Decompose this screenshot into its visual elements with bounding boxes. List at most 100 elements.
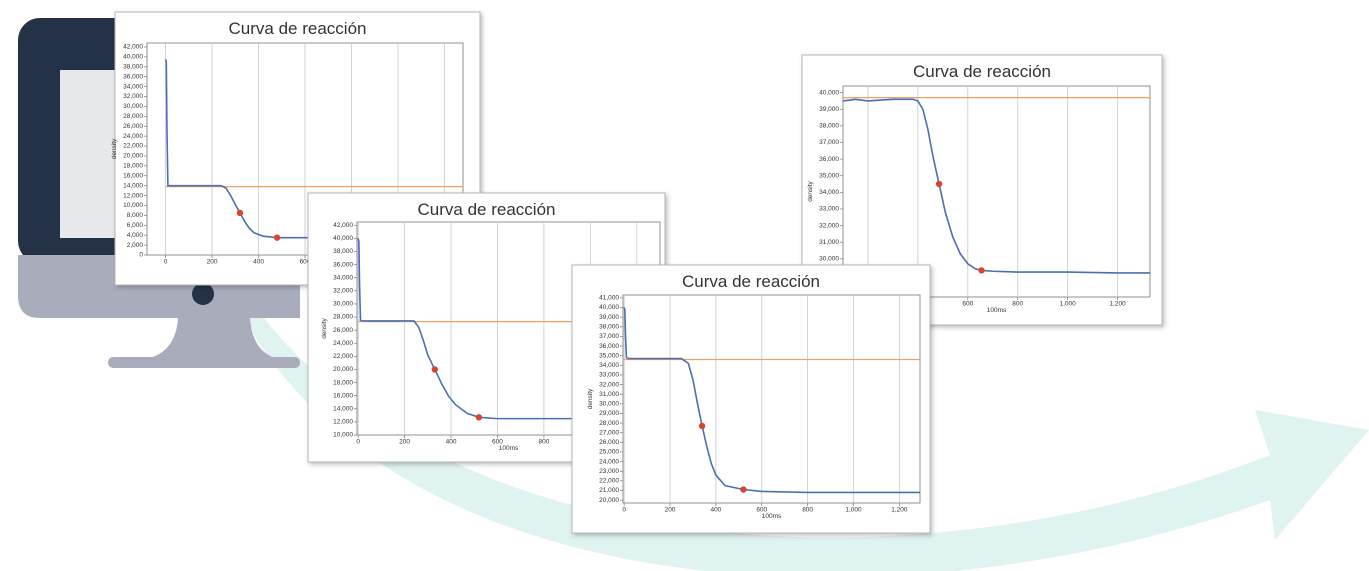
y-tick-label: 27,000 [599,429,619,436]
y-tick-label: 31,000 [599,391,619,398]
y-tick-label: 0 [139,252,143,259]
y-tick-label: 6,000 [127,222,144,229]
monitor-stand [150,318,275,358]
marker-point [978,267,985,274]
y-tick-label: 30,000 [123,103,143,110]
marker-point [698,422,706,430]
reaction-curve [623,307,920,494]
y-tick-label: 34,000 [819,189,839,196]
plot-content [623,307,920,494]
y-tick-label: 34,000 [123,83,143,90]
y-tick-label: 37,000 [819,139,839,146]
y-tick-label: 40,000 [123,54,143,61]
y-tick-label: 24,000 [599,458,619,465]
y-tick-label: 28,000 [333,314,353,321]
y-tick-label: 28,000 [123,113,143,120]
y-tick-label: 30,000 [599,401,619,408]
y-tick-label: 25,000 [599,449,619,456]
reaction-curve [843,98,1150,274]
y-tick-label: 36,000 [333,261,353,268]
y-tick-label: 21,000 [599,487,619,494]
x-tick-label: 800 [1012,301,1023,308]
y-tick-label: 40,000 [333,235,353,242]
y-tick-label: 16,000 [123,172,143,179]
y-tick-label: 8,000 [127,212,144,219]
y-tick-label: 20,000 [333,366,353,373]
plot-area [622,294,921,504]
x-tick-label: 200 [399,439,410,446]
y-tick-label: 36,000 [599,343,619,350]
y-tick-label: 20,000 [599,497,619,504]
marker-point [273,234,281,241]
y-tick-label: 38,000 [333,248,353,255]
x-tick-label: 400 [710,507,721,514]
chart-title: Curva de reacción [229,19,367,38]
x-tick-label: 1,000 [1059,301,1076,308]
y-tick-label: 32,000 [333,288,353,295]
x-tick-label: 800 [538,439,549,446]
y-tick-label: 10,000 [123,202,143,209]
y-tick-label: 16,000 [333,392,353,399]
y-tick-label: 32,000 [123,93,143,100]
chart-card: Curva de reacción02004006008001,0001,200… [111,11,481,286]
x-tick-label: 1,200 [1109,301,1126,308]
marker-point [431,366,438,373]
y-tick-label: 14,000 [123,182,143,189]
marker-point [236,209,244,217]
chart-title: Curva de reacción [913,62,1051,81]
y-tick-label: 40,000 [819,89,839,96]
x-tick-label: 400 [446,439,457,446]
marker-point [475,414,483,421]
x-axis-label: 100ms [987,307,1007,314]
x-tick-label: 200 [207,259,218,266]
x-tick-label: 600 [492,439,503,446]
x-tick-label: 200 [665,507,676,514]
x-axis-label: 100ms [762,513,782,520]
x-tick-label: 1,200 [891,507,908,514]
y-tick-label: 2,000 [127,242,144,249]
x-tick-label: 600 [300,259,311,266]
y-tick-label: 14,000 [333,406,353,413]
y-tick-label: 26,000 [599,439,619,446]
x-tick-label: 800 [802,507,813,514]
y-axis-label: density [111,138,118,159]
y-tick-label: 22,000 [333,353,353,360]
y-tick-label: 39,000 [599,314,619,321]
y-tick-label: 4,000 [127,232,144,239]
y-tick-label: 18,000 [123,163,143,170]
y-tick-label: 20,000 [123,153,143,160]
marker-point [935,180,943,188]
y-tick-label: 23,000 [599,468,619,475]
x-tick-label: 600 [756,507,767,514]
y-axis-label: density [807,180,814,201]
y-tick-label: 29,000 [599,410,619,417]
x-tick-label: 400 [253,259,264,266]
y-tick-label: 12,000 [333,419,353,426]
x-tick-label: 1,000 [845,507,862,514]
y-tick-label: 36,000 [819,156,839,163]
y-tick-label: 26,000 [333,327,353,334]
y-tick-label: 22,000 [123,143,143,150]
x-tick-label: 0 [622,507,626,514]
arrow-shape [235,285,1369,571]
y-tick-label: 35,000 [599,352,619,359]
y-tick-label: 42,000 [123,44,143,51]
y-tick-label: 26,000 [123,123,143,130]
reaction-curve [357,238,660,420]
y-tick-label: 32,000 [599,381,619,388]
y-tick-label: 12,000 [123,192,143,199]
y-tick-label: 41,000 [599,295,619,302]
y-tick-label: 39,000 [819,106,839,113]
y-tick-label: 33,000 [599,372,619,379]
plot-content [843,96,1150,274]
y-tick-label: 24,000 [333,340,353,347]
y-tick-label: 34,000 [333,274,353,281]
y-tick-label: 36,000 [123,73,143,80]
y-axis-label: density [321,317,328,338]
y-tick-label: 38,000 [123,63,143,70]
x-axis-label: 100ms [499,445,519,452]
y-tick-label: 34,000 [599,362,619,369]
plot-area [842,85,1151,298]
marker-point [740,486,747,493]
